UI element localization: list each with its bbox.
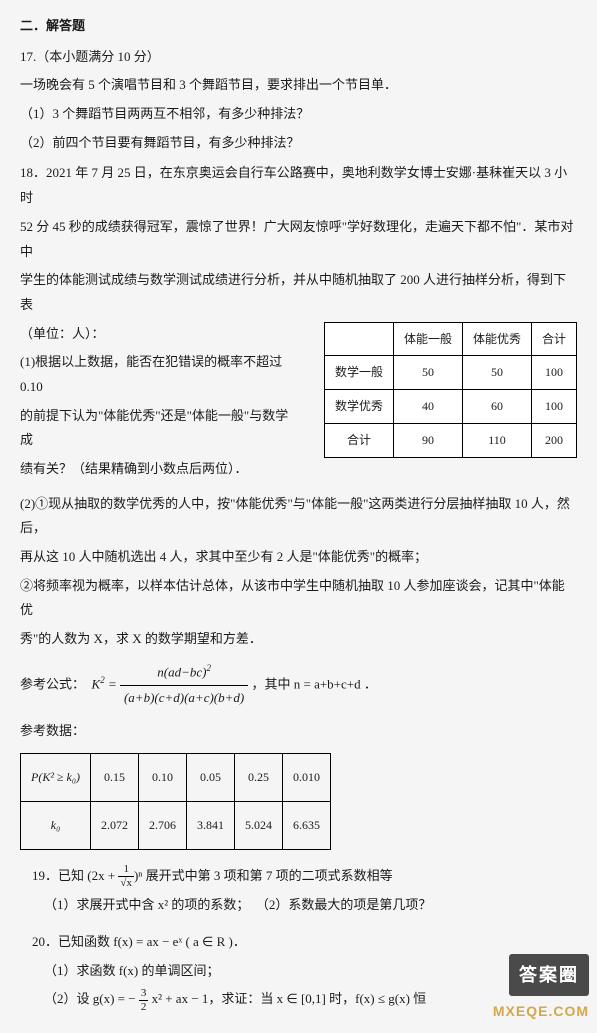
cell: 0.15 <box>91 754 139 802</box>
p19-questions: （1）求展开式中含 x² 的项的系数； （2）系数最大的项是第几项？ <box>44 893 577 918</box>
p18-q2-4: 秀"的人数为 X，求 X 的数学期望和方差． <box>20 627 577 652</box>
cell: 数学优秀 <box>324 390 393 424</box>
cell: 合计 <box>324 423 393 457</box>
p19-q1: （1）求展开式中含 x² 的项的系数； <box>44 897 249 912</box>
table-row: 合计 90 110 200 <box>324 423 576 457</box>
p17-heading: 17.（本小题满分 10 分） <box>20 45 577 70</box>
p18-intro1: 18．2021 年 7 月 25 日，在东京奥运会自行车公路赛中，奥地利数学女博… <box>20 161 577 210</box>
cell: 3.841 <box>187 802 235 850</box>
th-blank <box>324 322 393 356</box>
th-1: 体能一般 <box>393 322 462 356</box>
cell: 数学一般 <box>324 356 393 390</box>
p17-q1: （1）3 个舞蹈节目两两互不相邻，有多少种排法？ <box>20 102 577 127</box>
p18-q1-1: (1)根据以上数据，能否在犯错误的概率不超过 0.10 <box>20 350 290 399</box>
p19-post: )ⁿ 展开式中第 3 项和第 7 项的二项式系数相等 <box>134 868 393 883</box>
cell: 0.010 <box>283 754 331 802</box>
section-title: 二．解答题 <box>20 14 577 39</box>
table-row: 数学一般 50 50 100 <box>324 356 576 390</box>
cell: 0.05 <box>187 754 235 802</box>
problem-18: 18．2021 年 7 月 25 日，在东京奥运会自行车公路赛中，奥地利数学女博… <box>20 161 577 849</box>
cell: 60 <box>462 390 531 424</box>
p19-q2: （2）系数最大的项是第几项？ <box>256 897 432 912</box>
p18-intro3: 学生的体能测试成绩与数学测试成绩进行分析，并从中随机抽取了 200 人进行抽样分… <box>20 268 577 317</box>
p18-intro4: （单位：人）： <box>20 322 290 347</box>
p18-q1-2: 的前提下认为"体能优秀"还是"体能一般"与数学成 <box>20 404 290 453</box>
p18-formula: 参考公式： K2 = n(ad−bc)2 (a+b)(c+d)(a+c)(b+d… <box>20 660 577 711</box>
p18-data-table: 体能一般 体能优秀 合计 数学一般 50 50 100 数学优秀 40 60 1… <box>324 322 577 458</box>
th-2: 体能优秀 <box>462 322 531 356</box>
table-row: 数学优秀 40 60 100 <box>324 390 576 424</box>
frac-d: 2 <box>139 1001 149 1013</box>
p17-q2: （2）前四个节目要有舞蹈节目，有多少种排法？ <box>20 131 577 156</box>
table-row: 体能一般 体能优秀 合计 <box>324 322 576 356</box>
formula-label: 参考公式： <box>20 676 85 691</box>
cell: 50 <box>462 356 531 390</box>
cell: 110 <box>462 423 531 457</box>
problem-19: 19．已知 (2x + 1√x)ⁿ 展开式中第 3 项和第 7 项的二项式系数相… <box>32 864 577 918</box>
p18-q2-1: (2)①现从抽取的数学优秀的人中，按"体能优秀"与"体能一般"这两类进行分层抽样… <box>20 492 577 541</box>
k2: K <box>92 676 101 691</box>
th-3: 合计 <box>531 322 576 356</box>
cell: 2.072 <box>91 802 139 850</box>
cell: 2.706 <box>139 802 187 850</box>
ref-row1-header: P(K² ≥ k₀) <box>21 754 91 802</box>
frac-n: 3 <box>139 988 149 1001</box>
cell: 5.024 <box>235 802 283 850</box>
formula-frac: n(ad−bc)2 (a+b)(c+d)(a+c)(b+d) <box>120 660 248 711</box>
p18-ref-table: P(K² ≥ k₀) 0.15 0.10 0.05 0.25 0.010 k₀ … <box>20 753 331 850</box>
formula-tail: ，其中 n = a+b+c+d ． <box>251 676 376 691</box>
p19-pre: 19．已知 (2x + <box>32 868 118 883</box>
watermark: 答案圈 MXEQE.COM <box>493 954 589 1025</box>
p19-intro: 19．已知 (2x + 1√x)ⁿ 展开式中第 3 项和第 7 项的二项式系数相… <box>32 864 577 890</box>
p20-q2-pre: （2）设 g(x) = − <box>44 991 139 1006</box>
cell: 200 <box>531 423 576 457</box>
p18-q2-2: 再从这 10 人中随机选出 4 人，求其中至少有 2 人是"体能优秀"的概率； <box>20 545 577 570</box>
frac-num: n(ad−bc) <box>157 664 206 679</box>
table-row: k₀ 2.072 2.706 3.841 5.024 6.635 <box>21 802 331 850</box>
cell: 100 <box>531 390 576 424</box>
cell: 50 <box>393 356 462 390</box>
table-row: P(K² ≥ k₀) 0.15 0.10 0.05 0.25 0.010 <box>21 754 331 802</box>
cell: 0.25 <box>235 754 283 802</box>
p18-q1-3: 绩有关？（结果精确到小数点后两位）． <box>20 457 290 482</box>
p20-frac: 32 <box>139 988 149 1013</box>
p18-ref-label: 参考数据： <box>20 719 577 744</box>
p18-intro2: 52 分 45 秒的成绩获得冠军，震惊了世界！广大网友惊呼"学好数理化，走遍天下… <box>20 215 577 264</box>
p17-intro: 一场晚会有 5 个演唱节目和 3 个舞蹈节目，要求排出一个节目单． <box>20 73 577 98</box>
cell: 40 <box>393 390 462 424</box>
frac-n: 1 <box>118 864 134 877</box>
watermark-url: MXEQE.COM <box>493 998 589 1025</box>
p18-table-wrap: （单位：人）： (1)根据以上数据，能否在犯错误的概率不超过 0.10 的前提下… <box>20 322 577 482</box>
p18-q2-3: ②将频率视为概率，以样本估计总体，从该市中学生中随机抽取 10 人参加座谈会，记… <box>20 574 577 623</box>
cell: 90 <box>393 423 462 457</box>
cell: 100 <box>531 356 576 390</box>
watermark-box: 答案圈 <box>509 954 589 996</box>
p20-intro: 20．已知函数 f(x) = ax − eˣ ( a ∈ R )． <box>32 930 577 955</box>
cell: 6.635 <box>283 802 331 850</box>
problem-17: 17.（本小题满分 10 分） 一场晚会有 5 个演唱节目和 3 个舞蹈节目，要… <box>20 45 577 156</box>
cell: 0.10 <box>139 754 187 802</box>
frac-d: √x <box>118 877 134 889</box>
p20-q2-post: x² + ax − 1，求证：当 x ∈ [0,1] 时，f(x) ≤ g(x)… <box>148 991 426 1006</box>
ref-row2-header: k₀ <box>21 802 91 850</box>
frac-den: (a+b)(c+d)(a+c)(b+d) <box>120 686 248 711</box>
p19-frac: 1√x <box>118 864 134 889</box>
